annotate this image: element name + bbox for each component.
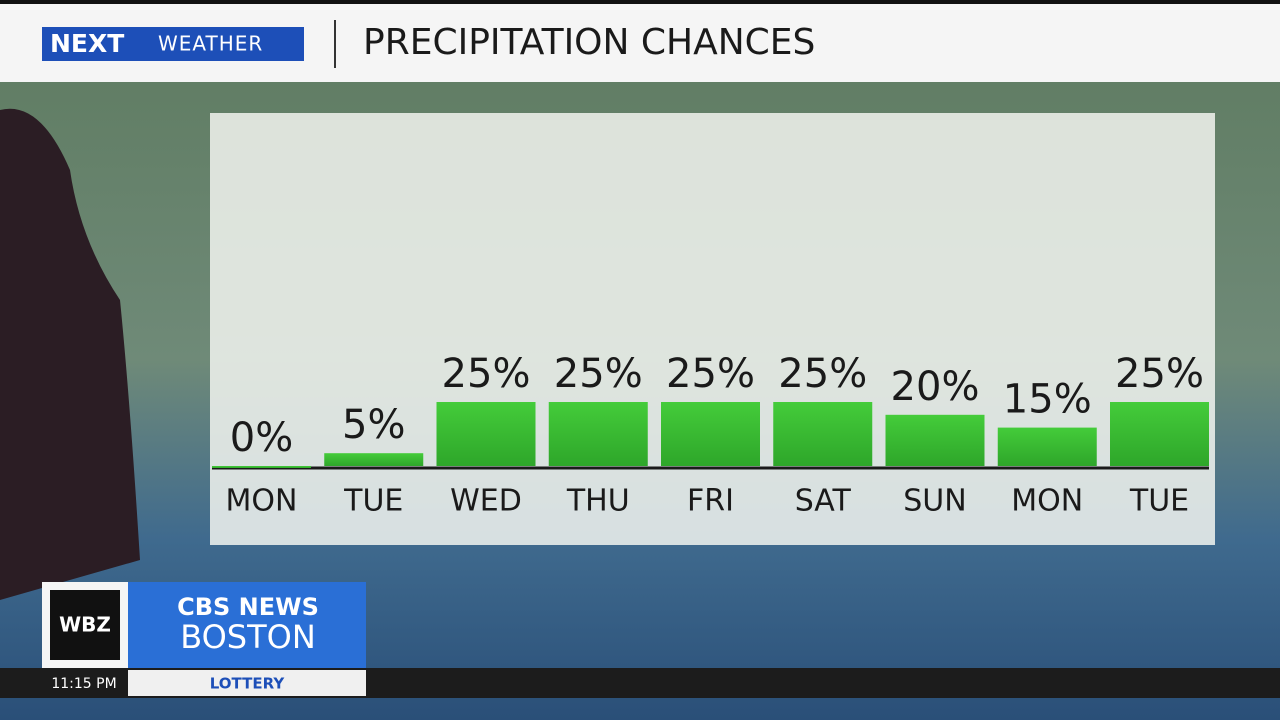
bar (1110, 402, 1209, 466)
presenter (0, 108, 140, 600)
network-box (128, 582, 366, 668)
station: WBZ (59, 613, 111, 637)
value-label: 25% (554, 351, 643, 397)
top-edge (0, 0, 1280, 4)
category-label: WED (450, 484, 522, 519)
category-label: TUE (1129, 484, 1189, 519)
bar (885, 414, 985, 466)
bar (661, 402, 760, 466)
logo-sub: WEATHER (158, 32, 263, 56)
station-inner (50, 590, 120, 660)
bar (548, 402, 648, 466)
category-label: FRI (687, 484, 734, 519)
value-label: 25% (442, 351, 531, 397)
category-label: SAT (795, 484, 852, 519)
chart-title: PRECIPITATION CHANCES (363, 22, 815, 63)
value-label: 25% (778, 351, 867, 397)
value-label: 5% (342, 402, 405, 448)
logo: NEXT (50, 29, 124, 58)
ticker-label: LOTTERY (210, 675, 286, 693)
time: 11:15 PM (51, 676, 116, 692)
network: CBS NEWS (177, 593, 319, 621)
bar (436, 402, 536, 466)
category-label: TUE (343, 484, 403, 519)
bar (212, 466, 311, 468)
category-label: SUN (903, 484, 966, 519)
category-label: MON (226, 484, 298, 519)
value-label: 25% (1115, 351, 1204, 397)
value-label: 15% (1003, 377, 1092, 423)
bar (997, 427, 1097, 466)
category-label: MON (1011, 484, 1083, 519)
bars: 0% MON 5% TUE 25% WED 25% THU 25% FRI 25% SAT 20% SUN… (212, 351, 1209, 519)
value-label: 20% (891, 364, 980, 410)
value-label: 0% (230, 415, 293, 461)
category-label: THU (566, 484, 630, 519)
chart-panel (210, 113, 1215, 545)
bar (324, 453, 424, 466)
city: BOSTON (180, 618, 316, 656)
ticker-label-box (128, 670, 366, 696)
value-label: 25% (666, 351, 755, 397)
bar (773, 402, 873, 466)
logo-box (42, 27, 304, 61)
